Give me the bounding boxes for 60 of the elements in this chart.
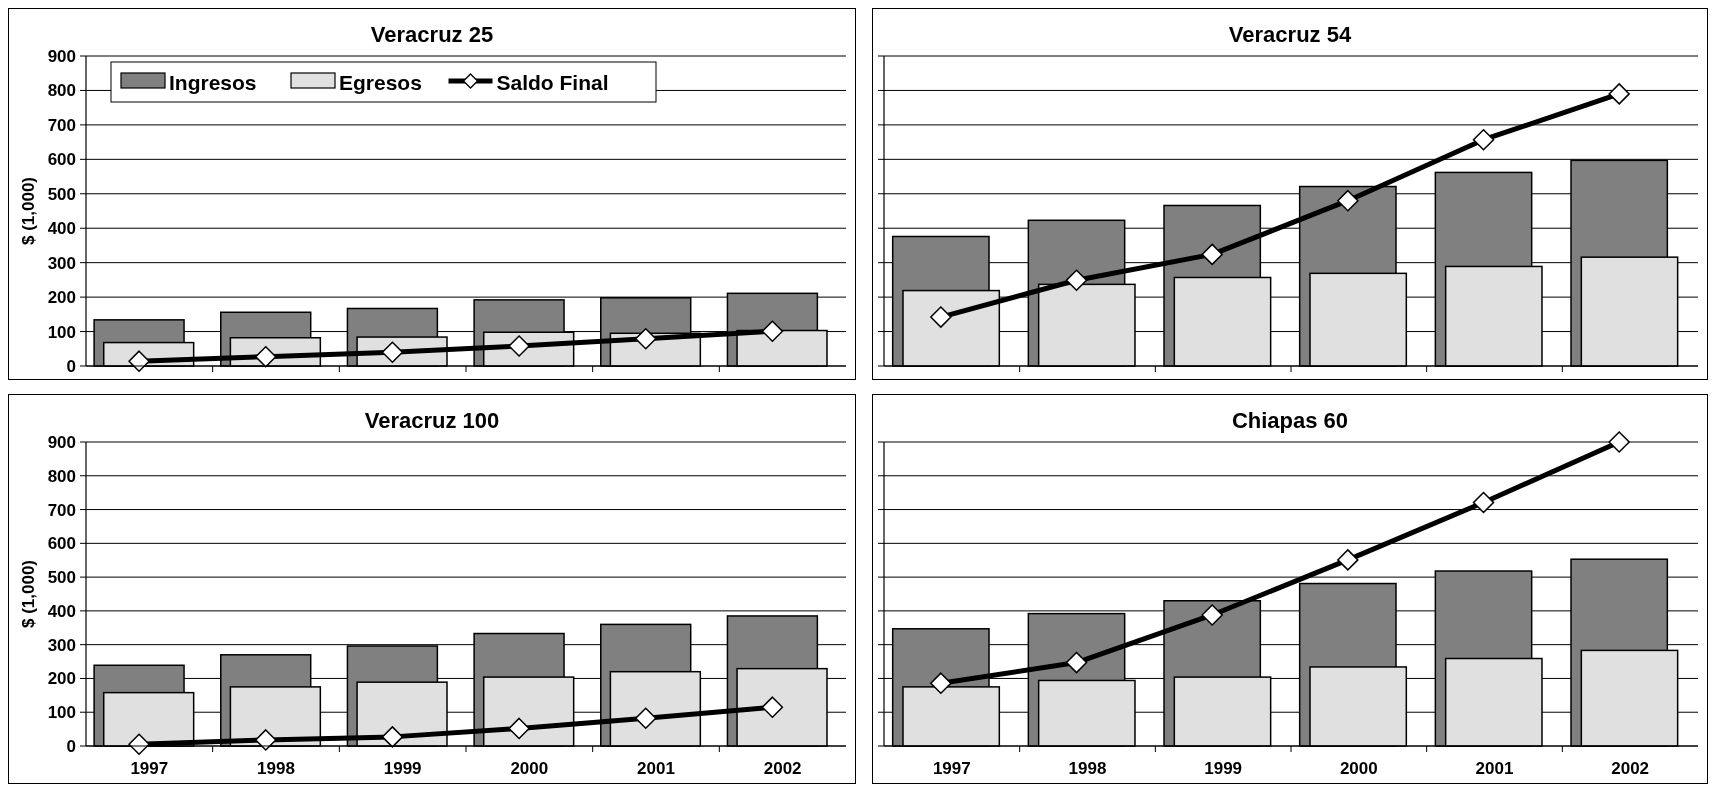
y-tick-label: 100 bbox=[47, 703, 76, 723]
y-tick-label: 200 bbox=[47, 288, 76, 308]
y-tick-label: 500 bbox=[47, 184, 76, 204]
y-tick-label: 800 bbox=[47, 466, 76, 486]
y-axis-title: $ (1,000) bbox=[19, 559, 38, 629]
point bbox=[508, 335, 530, 357]
y-tick-label: 700 bbox=[47, 500, 76, 520]
y-tick-label: 800 bbox=[47, 81, 76, 101]
y-tick-label: 0 bbox=[66, 737, 76, 756]
y-tick-label: 700 bbox=[47, 115, 76, 135]
y-tick-label: 400 bbox=[47, 601, 76, 621]
y-tick-label: 0 bbox=[66, 357, 76, 376]
point bbox=[761, 320, 784, 342]
point bbox=[1608, 83, 1630, 105]
point bbox=[1065, 651, 1088, 674]
y-tick-label: 300 bbox=[47, 635, 76, 655]
legend-label: Ingresos bbox=[169, 71, 257, 94]
point bbox=[1337, 189, 1359, 212]
x-tick-label: 2000 bbox=[1339, 759, 1378, 778]
x-tick-label: 2002 bbox=[1611, 759, 1650, 778]
point bbox=[381, 726, 404, 748]
point bbox=[930, 672, 952, 694]
chart-title: Chiapas 60 bbox=[1231, 408, 1349, 433]
y-tick-label: 900 bbox=[47, 47, 76, 66]
y-tick-label: 300 bbox=[47, 253, 76, 273]
x-tick-label: 1998 bbox=[1068, 759, 1107, 778]
x-tick-label: 1999 bbox=[1204, 759, 1243, 778]
chart-title: Veracruz 25 bbox=[370, 22, 494, 47]
point bbox=[508, 717, 530, 740]
point bbox=[1201, 243, 1223, 266]
point bbox=[254, 729, 277, 751]
point bbox=[1201, 604, 1223, 626]
y-tick-label: 400 bbox=[47, 219, 76, 239]
point bbox=[1472, 491, 1495, 514]
chart-title: Veracruz 54 bbox=[1228, 22, 1352, 47]
x-tick-label: 2000 bbox=[510, 759, 549, 778]
chart-title: Veracruz 100 bbox=[364, 408, 500, 433]
point bbox=[1472, 128, 1495, 151]
x-tick-label: 2001 bbox=[637, 759, 675, 778]
x-tick-label: 1999 bbox=[383, 759, 422, 778]
x-tick-label: 1997 bbox=[932, 759, 971, 778]
y-tick-label: 100 bbox=[47, 322, 76, 342]
point bbox=[1337, 549, 1359, 571]
y-tick-label: 600 bbox=[47, 150, 76, 170]
y-tick-label: 200 bbox=[47, 669, 76, 689]
x-tick-label: 1997 bbox=[130, 759, 169, 778]
y-axis-title: $ (1,000) bbox=[19, 176, 38, 246]
point bbox=[634, 707, 657, 730]
x-tick-label: 1998 bbox=[257, 759, 295, 778]
y-tick-label: 900 bbox=[47, 433, 76, 452]
point bbox=[1608, 431, 1630, 453]
y-tick-label: 500 bbox=[47, 568, 76, 588]
point bbox=[254, 345, 277, 368]
legend-label: Egresos bbox=[339, 71, 422, 94]
y-tick-label: 600 bbox=[47, 534, 76, 554]
point bbox=[1065, 269, 1088, 291]
point bbox=[930, 306, 952, 328]
x-tick-label: 2002 bbox=[763, 759, 802, 778]
x-tick-label: 2001 bbox=[1475, 759, 1514, 778]
legend-label: Saldo Final bbox=[496, 71, 609, 94]
